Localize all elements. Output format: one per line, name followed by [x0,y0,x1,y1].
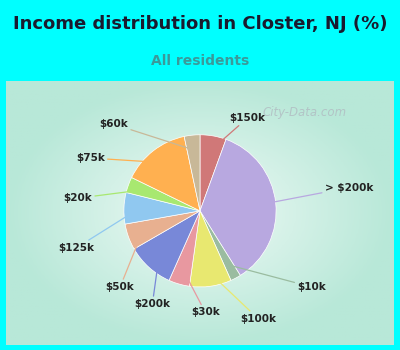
Wedge shape [132,136,200,211]
Wedge shape [200,135,226,211]
Text: $30k: $30k [183,270,220,317]
Text: $200k: $200k [134,257,170,309]
Text: City-Data.com: City-Data.com [263,106,347,119]
Wedge shape [184,135,200,211]
Wedge shape [134,211,200,280]
Text: $10k: $10k [229,265,326,292]
Wedge shape [169,211,200,286]
Text: $60k: $60k [99,119,194,150]
Wedge shape [200,211,240,280]
Text: > $200k: > $200k [261,183,373,204]
Text: $125k: $125k [58,209,139,253]
Text: $50k: $50k [106,232,142,292]
Wedge shape [124,193,200,224]
Wedge shape [125,211,200,249]
Text: Income distribution in Closter, NJ (%): Income distribution in Closter, NJ (%) [13,15,387,33]
Text: $75k: $75k [76,153,162,163]
Wedge shape [190,211,231,287]
Wedge shape [200,139,276,275]
Text: $20k: $20k [64,190,142,203]
Text: $150k: $150k [211,113,266,150]
Wedge shape [126,177,200,211]
Text: $100k: $100k [208,272,276,324]
Text: All residents: All residents [151,55,249,69]
